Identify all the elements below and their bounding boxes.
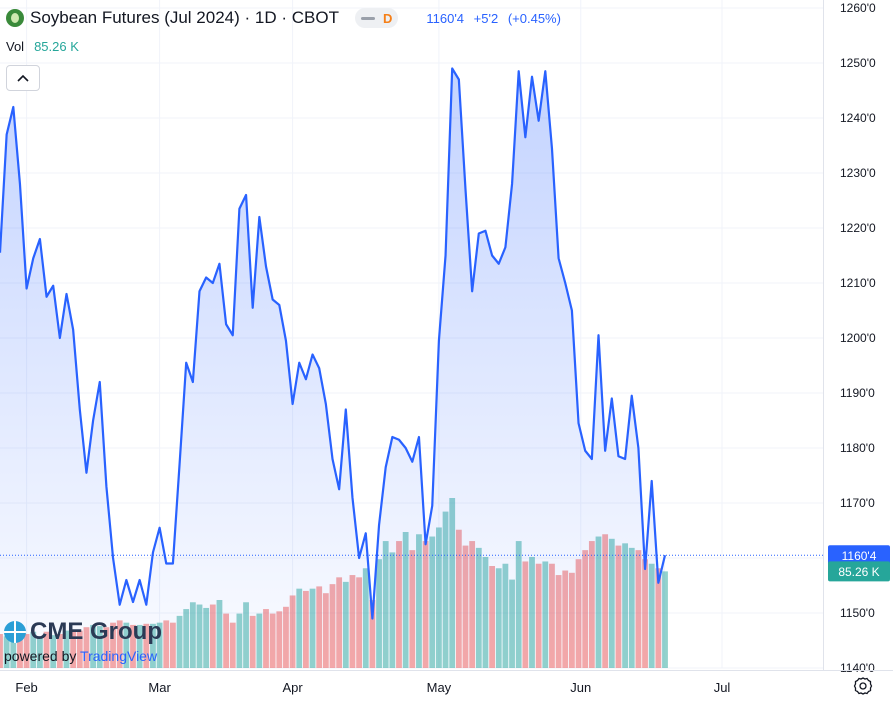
symbol-title[interactable]: Soybean Futures (Jul 2024) · 1D · CBOT xyxy=(30,8,339,27)
tradingview-brand: TradingView xyxy=(80,648,158,664)
cme-brand: CME Group xyxy=(30,618,162,645)
time-tick-label: Feb xyxy=(15,680,37,695)
price-tick-label: 1220'0 xyxy=(840,221,876,235)
cme-logo: CME Group powered by TradingView xyxy=(4,618,162,664)
price-tick-label: 1240'0 xyxy=(840,111,876,125)
interval-letter: D xyxy=(382,10,393,26)
soybean-icon xyxy=(6,9,24,27)
last-price-label: 1160'4 xyxy=(828,545,890,566)
price-area-fill xyxy=(0,68,665,668)
price-tick-label: 1260'0 xyxy=(840,1,876,15)
price-tick-label: 1210'0 xyxy=(840,276,876,290)
price-change: +5'2 xyxy=(473,10,499,26)
time-tick-label: Apr xyxy=(282,680,303,695)
time-axis[interactable]: Feb Mar Apr May Jun Jul xyxy=(0,670,893,696)
powered-by-text: powered by xyxy=(4,648,77,664)
svg-text:1160'4: 1160'4 xyxy=(842,549,877,563)
axis-value-labels: 1160'4 85.26 K xyxy=(828,545,890,582)
interval-badge[interactable]: D xyxy=(354,8,399,28)
collapse-legend-button[interactable] xyxy=(6,65,40,91)
chart-header: Soybean Futures (Jul 2024) · 1D · CBOT D… xyxy=(6,6,567,30)
last-price: 1160'4 xyxy=(426,10,465,26)
price-tick-label: 1230'0 xyxy=(840,166,876,180)
price-tick-label: 1200'0 xyxy=(840,331,876,345)
time-tick-label: May xyxy=(427,680,452,695)
time-tick-label: Jun xyxy=(570,680,591,695)
time-tick-label: Jul xyxy=(714,680,731,695)
price-tick-label: 1150'0 xyxy=(840,606,875,620)
volume-legend: Vol 85.26 K xyxy=(6,39,79,54)
price-tick-label: 1140'0 xyxy=(840,661,875,675)
globe-icon xyxy=(4,621,26,643)
time-tick-label: Mar xyxy=(148,680,171,695)
price-axis[interactable]: 1140'01150'01160'01170'01180'01190'01200… xyxy=(823,0,876,675)
price-tick-label: 1170'0 xyxy=(840,496,875,510)
price-line xyxy=(0,67,667,620)
quote-summary: 1160'4 +5'2 (+0.45%) xyxy=(426,11,567,26)
price-tick-label: 1180'0 xyxy=(840,441,875,455)
price-tick-label: 1190'0 xyxy=(840,386,875,400)
svg-text:85.26 K: 85.26 K xyxy=(838,565,879,579)
price-change-percent: (+0.45%) xyxy=(507,10,561,26)
minus-icon xyxy=(360,16,375,20)
volume-label: Vol xyxy=(6,39,25,54)
last-volume-label: 85.26 K xyxy=(828,561,890,582)
gear-icon[interactable] xyxy=(853,676,873,696)
volume-value: 85.26 K xyxy=(34,39,79,54)
chevron-up-icon xyxy=(17,74,29,82)
price-tick-label: 1250'0 xyxy=(840,56,876,70)
